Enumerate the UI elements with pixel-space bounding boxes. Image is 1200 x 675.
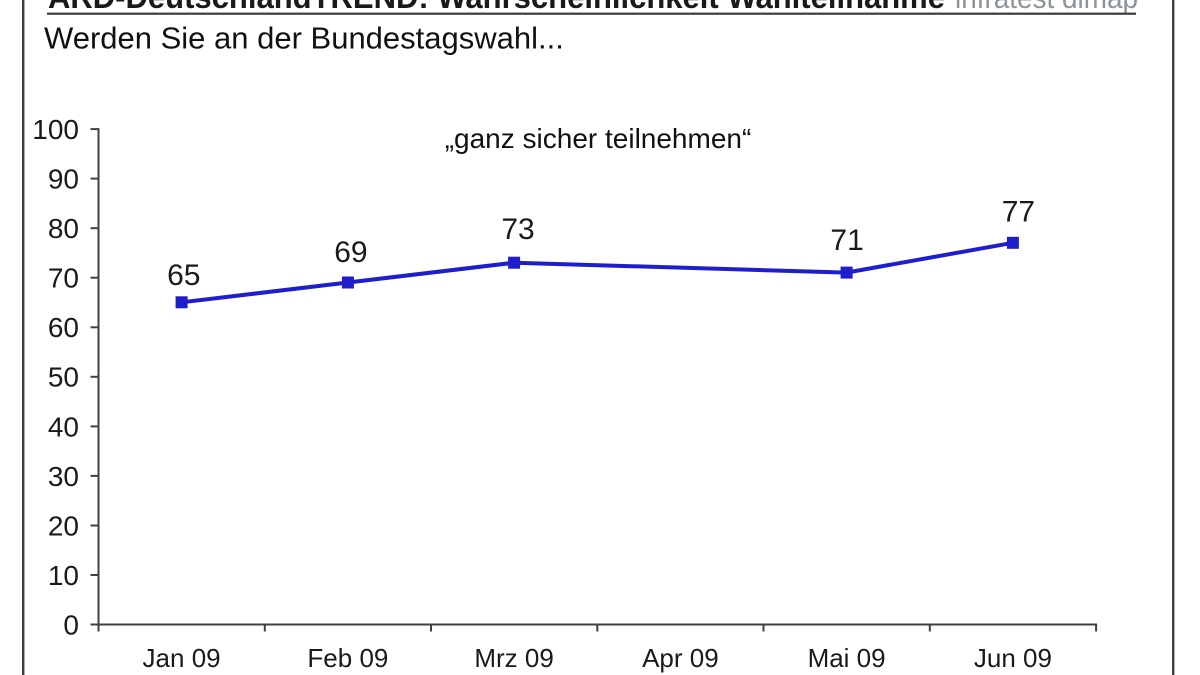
svg-text:ARD-DeutschlandTREND: Wahrsche: ARD-DeutschlandTREND: Wahrscheinlichkeit… [48, 0, 945, 15]
svg-text:0: 0 [63, 609, 79, 640]
svg-text:100: 100 [32, 114, 79, 145]
svg-text:„ganz sicher teilnehmen“: „ganz sicher teilnehmen“ [445, 123, 752, 154]
svg-text:infratest dimap: infratest dimap [955, 0, 1138, 15]
svg-text:73: 73 [501, 213, 534, 246]
svg-text:30: 30 [48, 461, 79, 492]
svg-text:80: 80 [48, 213, 79, 244]
svg-text:70: 70 [48, 263, 79, 294]
svg-text:65: 65 [167, 259, 200, 292]
svg-text:20: 20 [48, 510, 79, 541]
svg-text:40: 40 [48, 411, 79, 442]
svg-text:Jun 09: Jun 09 [974, 643, 1052, 673]
svg-text:Feb 09: Feb 09 [307, 643, 388, 673]
svg-text:77: 77 [1002, 196, 1035, 229]
svg-text:10: 10 [48, 560, 79, 591]
svg-text:Mrz 09: Mrz 09 [474, 643, 553, 673]
svg-text:69: 69 [334, 236, 367, 269]
svg-text:Apr 09: Apr 09 [642, 643, 719, 673]
svg-text:Werden Sie an der Bundestagswa: Werden Sie an der Bundestagswahl... [44, 20, 564, 55]
svg-text:Jan 09: Jan 09 [143, 643, 221, 673]
svg-text:50: 50 [48, 362, 79, 393]
svg-text:71: 71 [830, 224, 863, 257]
svg-text:Mai 09: Mai 09 [808, 643, 886, 673]
svg-text:90: 90 [48, 164, 79, 195]
svg-text:60: 60 [48, 312, 79, 343]
